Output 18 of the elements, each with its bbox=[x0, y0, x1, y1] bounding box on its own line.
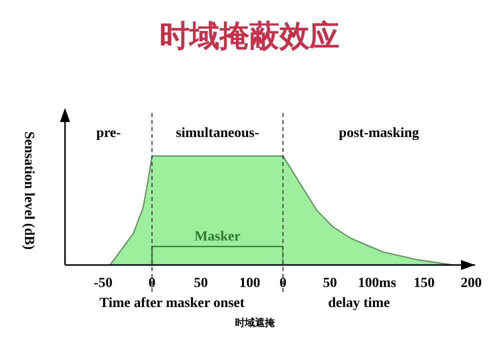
x-tick-label: -50 bbox=[94, 276, 112, 291]
series-label: Masker bbox=[194, 229, 240, 244]
text: post-masking bbox=[338, 126, 420, 141]
x-tick-label: 100 bbox=[239, 276, 260, 291]
x-axis-title: Time after masker onset bbox=[99, 296, 245, 311]
chart-title: 时域掩蔽效应 bbox=[160, 19, 340, 54]
y-axis-title: Sensation level (dB) bbox=[21, 131, 36, 250]
text: simultaneous- bbox=[176, 126, 260, 141]
x-tick-label: 50 bbox=[323, 276, 338, 291]
x-tick-label: 50 bbox=[194, 276, 208, 291]
x-tick-label: 0 bbox=[148, 276, 156, 291]
x-tick-label: 150 bbox=[414, 276, 435, 291]
x-axis-title: delay time bbox=[328, 296, 390, 311]
x-tick-label: 200 bbox=[460, 276, 482, 291]
text: pre- bbox=[96, 126, 122, 141]
text: 时域遮掩 bbox=[235, 317, 276, 329]
x-tick-label: 100ms bbox=[358, 276, 397, 291]
x-tick-label: 0 bbox=[280, 276, 286, 291]
